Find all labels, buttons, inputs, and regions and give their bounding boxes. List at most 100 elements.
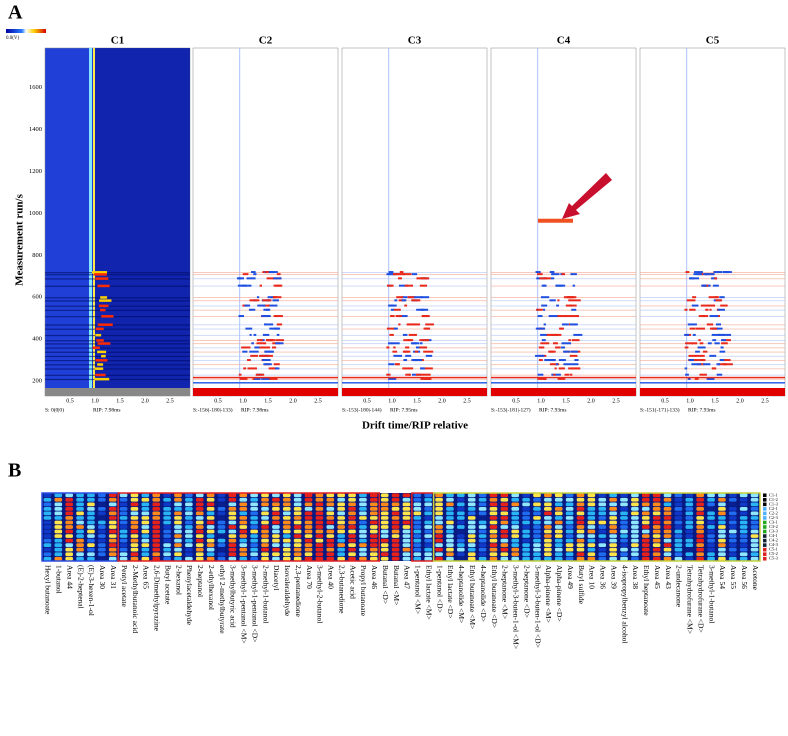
heatmap-cell — [326, 552, 335, 557]
peak — [556, 315, 563, 318]
heatmap-cell — [380, 547, 389, 552]
heatmap-cell — [119, 547, 128, 552]
heatmap-cell — [228, 520, 237, 525]
heatmap-cell — [315, 493, 324, 498]
peak — [242, 350, 248, 353]
peak — [537, 315, 543, 318]
heatmap-cell — [380, 556, 389, 561]
compound-label: 3-methyl-1-butanol — [707, 565, 716, 623]
peak — [250, 354, 258, 357]
peak — [686, 299, 696, 302]
streak — [45, 343, 190, 345]
peak — [423, 350, 434, 353]
heatmap-cell — [750, 543, 759, 547]
streak — [491, 334, 636, 336]
heatmap-cell — [707, 525, 715, 529]
heatmap-cell — [293, 493, 302, 498]
heatmap-cell — [380, 525, 389, 529]
heatmap-cell — [598, 502, 607, 507]
heatmap-cell — [185, 507, 193, 511]
heatmap-cell — [337, 520, 345, 525]
peak — [411, 273, 418, 276]
peak — [393, 346, 396, 349]
compound-label: Area 65 — [142, 565, 151, 589]
heatmap-cell — [696, 538, 704, 543]
peak — [715, 323, 722, 326]
peak — [703, 363, 711, 366]
peak — [684, 346, 689, 349]
heatmap-cell — [261, 538, 269, 543]
heatmap-cell — [369, 547, 378, 552]
heatmap-cell — [272, 516, 280, 520]
heatmap-cell — [652, 529, 661, 534]
x-axis-label: Drift time/RIP relative — [362, 420, 468, 432]
heatmap-cell — [457, 525, 465, 529]
heatmap-cell — [76, 547, 84, 552]
heatmap-cell — [609, 534, 617, 538]
heatmap-cell — [228, 538, 237, 543]
peak — [687, 323, 697, 326]
heatmap-cell — [489, 529, 498, 534]
peak — [423, 327, 431, 330]
footer: S:-153(-180|-144) — [342, 406, 382, 413]
peak — [256, 339, 263, 342]
heatmap-cell — [565, 547, 574, 552]
heatmap-cell — [457, 556, 465, 561]
heatmap-cell — [728, 511, 737, 516]
compound-label: 3-methyl-1-pentanol <M> — [240, 565, 249, 644]
heatmap-cell — [152, 543, 161, 547]
heatmap-cell — [108, 516, 117, 520]
compound-label: Acetone — [751, 565, 760, 591]
peak — [551, 273, 560, 276]
heatmap-cell — [674, 516, 683, 520]
y-tick-label: 1200 — [29, 168, 42, 175]
heatmap-cell — [609, 552, 617, 557]
heatmap-cell — [435, 502, 443, 507]
heatmap-cell — [130, 520, 139, 525]
footer: S:-151(-171|-133) — [640, 406, 680, 413]
heatmap-cell — [185, 502, 193, 507]
peak — [267, 304, 278, 307]
peak — [550, 333, 558, 336]
streak — [342, 316, 487, 317]
heatmap-cell — [500, 543, 509, 547]
heatmap-cell — [217, 543, 226, 547]
streak — [45, 324, 190, 326]
peak — [695, 327, 706, 330]
peak — [573, 299, 581, 302]
heatmap-cell — [544, 543, 552, 547]
peak — [276, 333, 280, 336]
peak — [568, 367, 573, 370]
heatmap-cell — [261, 525, 269, 529]
compound-label: 2-methyl-1-butanol — [261, 565, 270, 623]
heatmap-cell — [359, 556, 367, 561]
heatmap-cell — [163, 556, 171, 561]
heatmap-cell — [739, 525, 748, 529]
heatmap-cell — [163, 502, 171, 507]
heatmap-cell — [195, 538, 204, 543]
heatmap-cell — [609, 516, 617, 520]
peak — [271, 296, 282, 299]
peak — [404, 304, 408, 307]
heatmap-cell — [631, 516, 639, 520]
peak — [95, 359, 108, 362]
heatmap-cell — [446, 552, 454, 557]
heatmap-cell — [750, 511, 759, 516]
streak — [193, 340, 338, 341]
heatmap-cell — [304, 525, 313, 529]
heatmap-cell — [293, 516, 302, 520]
heatmap-cell — [348, 502, 356, 507]
heatmap-cell — [587, 520, 596, 525]
heatmap-cell — [446, 502, 454, 507]
heatmap-cell — [369, 538, 378, 543]
peak — [399, 271, 404, 274]
heatmap-cell — [457, 543, 465, 547]
heatmap-cell — [119, 556, 128, 561]
heatmap-cell — [359, 502, 367, 507]
heatmap-cell — [641, 534, 650, 538]
peak — [101, 354, 106, 358]
heatmap-cell — [533, 516, 541, 520]
peak — [408, 333, 417, 336]
streak — [45, 274, 190, 276]
heatmap-cell — [130, 511, 139, 516]
